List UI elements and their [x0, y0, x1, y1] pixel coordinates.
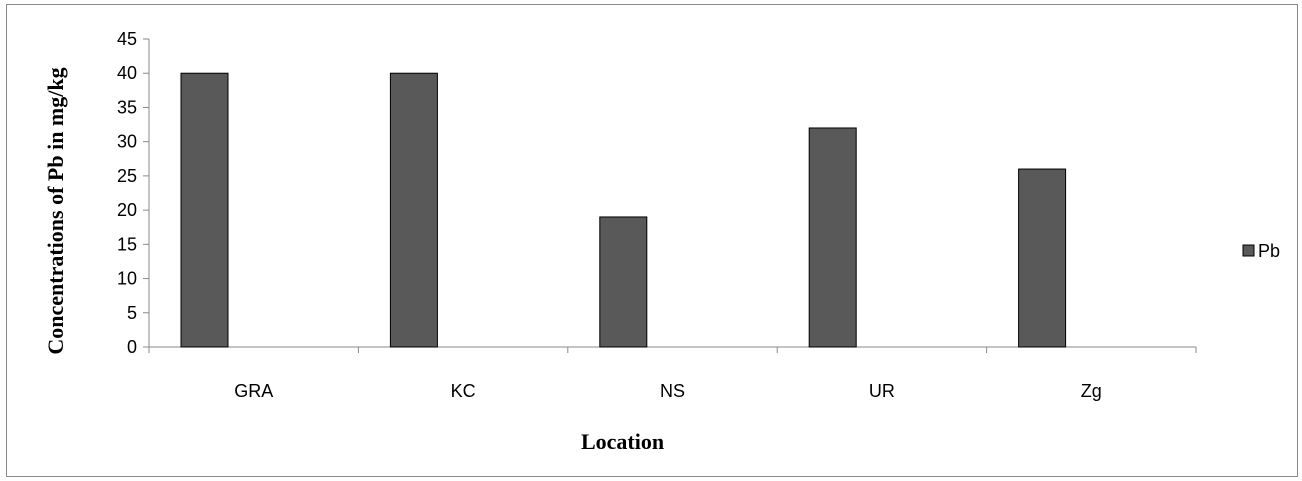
- x-tick-label: KC: [451, 381, 476, 401]
- y-tick-label: 5: [127, 303, 137, 323]
- y-tick-label: 15: [117, 234, 137, 254]
- y-axis-title: Concentrations of Pb in mg/kg: [43, 67, 68, 354]
- y-tick-label: 30: [117, 132, 137, 152]
- y-tick-label: 35: [117, 97, 137, 117]
- x-axis: GRA KC NS UR Zg: [148, 346, 1197, 401]
- bar: [389, 72, 438, 348]
- y-tick-label: 25: [117, 166, 137, 186]
- y-tick-label: 20: [117, 200, 137, 220]
- bar-series: [180, 72, 1067, 348]
- x-axis-title: Location: [581, 429, 664, 454]
- bar: [180, 72, 229, 348]
- chart-area: 0 5 10 15 20 25 30 35 40 45 GRA KC NS UR Zg Concentra…: [6, 4, 1298, 477]
- y-tick-label: 10: [117, 269, 137, 289]
- legend: Pb: [1242, 241, 1280, 261]
- bar: [808, 127, 857, 348]
- bar: [1018, 168, 1067, 348]
- x-tick-label: NS: [660, 381, 685, 401]
- x-tick-label: GRA: [234, 381, 273, 401]
- legend-label: Pb: [1258, 241, 1280, 261]
- bar: [599, 216, 648, 348]
- y-tick-label: 0: [127, 337, 137, 357]
- y-axis: 0 5 10 15 20 25 30 35 40 45: [117, 29, 150, 357]
- legend-swatch: [1242, 244, 1255, 257]
- y-tick-label: 45: [117, 29, 137, 49]
- x-tick-label: Zg: [1081, 381, 1102, 401]
- x-tick-label: UR: [869, 381, 895, 401]
- y-tick-label: 40: [117, 63, 137, 83]
- bar-chart: 0 5 10 15 20 25 30 35 40 45 GRA KC NS UR Zg Concentra…: [43, 29, 1280, 454]
